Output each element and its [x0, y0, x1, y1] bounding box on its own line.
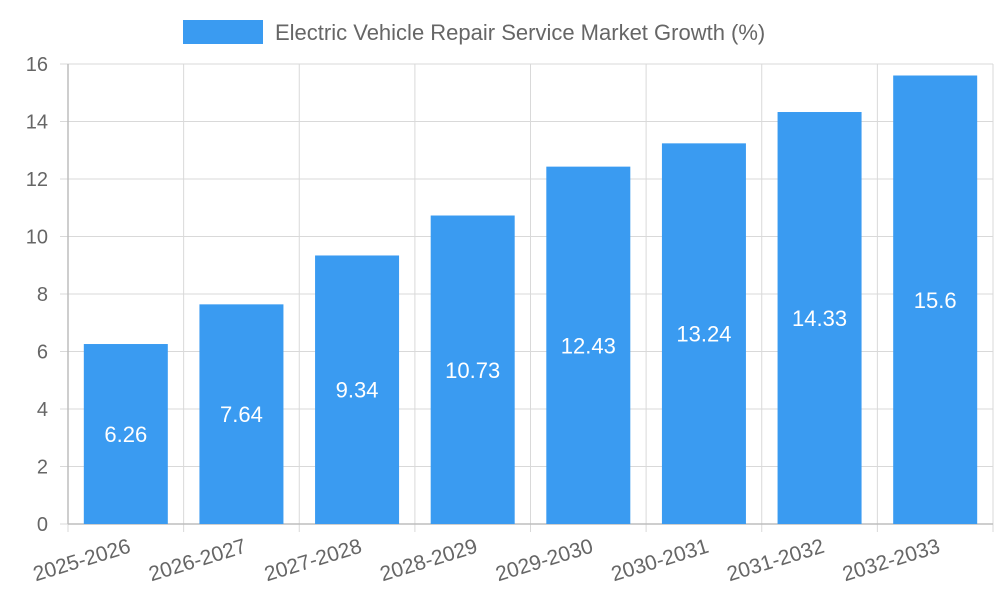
grid-lines — [60, 63, 994, 532]
x-tick-label: 2029-2030 — [493, 535, 596, 586]
x-tick-label: 2030-2031 — [609, 535, 712, 586]
y-tick-label: 0 — [37, 514, 48, 536]
data-labels: 6.26 7.64 9.34 10.73 12.43 13.24 14.33 15.6 — [104, 288, 956, 447]
x-tick-label: 2028-2029 — [377, 535, 480, 586]
x-tick-label: 2027-2028 — [262, 535, 365, 586]
bar[interactable] — [546, 166, 631, 524]
legend[interactable]: Electric Vehicle Repair Service Market G… — [183, 20, 765, 45]
bar[interactable] — [893, 75, 978, 525]
data-label: 9.34 — [336, 378, 379, 403]
bar[interactable] — [315, 255, 400, 524]
y-tick-label: 8 — [37, 284, 48, 306]
x-tick-label: 2031-2032 — [724, 535, 827, 586]
bar[interactable] — [777, 112, 862, 524]
x-tick-label: 2032-2033 — [840, 535, 943, 586]
y-tick-label: 14 — [26, 112, 48, 134]
bar[interactable] — [83, 344, 168, 524]
data-label: 14.33 — [792, 306, 847, 331]
legend-swatch[interactable] — [183, 20, 263, 44]
bar[interactable] — [199, 304, 284, 524]
x-tick-label: 2025-2026 — [31, 535, 134, 586]
y-tick-label: 2 — [37, 457, 48, 479]
x-tick-label: 2026-2027 — [146, 535, 249, 586]
data-label: 10.73 — [445, 358, 500, 383]
data-label: 15.6 — [914, 288, 957, 313]
data-label: 13.24 — [676, 322, 731, 347]
y-tick-label: 10 — [26, 227, 48, 249]
data-label: 6.26 — [104, 422, 147, 447]
bars — [83, 75, 978, 525]
legend-label[interactable]: Electric Vehicle Repair Service Market G… — [275, 20, 765, 45]
bar[interactable] — [430, 215, 515, 524]
y-tick-label: 12 — [26, 169, 48, 191]
y-tick-label: 6 — [37, 342, 48, 364]
y-tick-label: 4 — [37, 399, 48, 421]
data-label: 12.43 — [561, 333, 616, 358]
data-label: 7.64 — [220, 402, 263, 427]
bar[interactable] — [661, 143, 746, 524]
y-tick-label: 16 — [26, 54, 48, 76]
